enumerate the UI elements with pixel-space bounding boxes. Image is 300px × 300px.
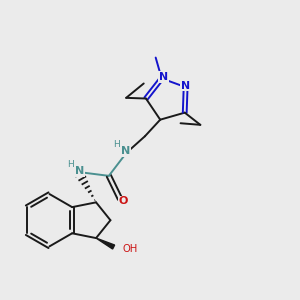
Text: H: H — [67, 160, 74, 169]
Text: H: H — [113, 140, 120, 149]
Polygon shape — [96, 238, 115, 249]
Text: N: N — [181, 81, 190, 91]
Text: N: N — [74, 167, 84, 176]
Text: O: O — [118, 196, 128, 206]
Text: N: N — [159, 72, 168, 82]
Text: N: N — [121, 146, 130, 156]
Text: OH: OH — [123, 244, 138, 254]
